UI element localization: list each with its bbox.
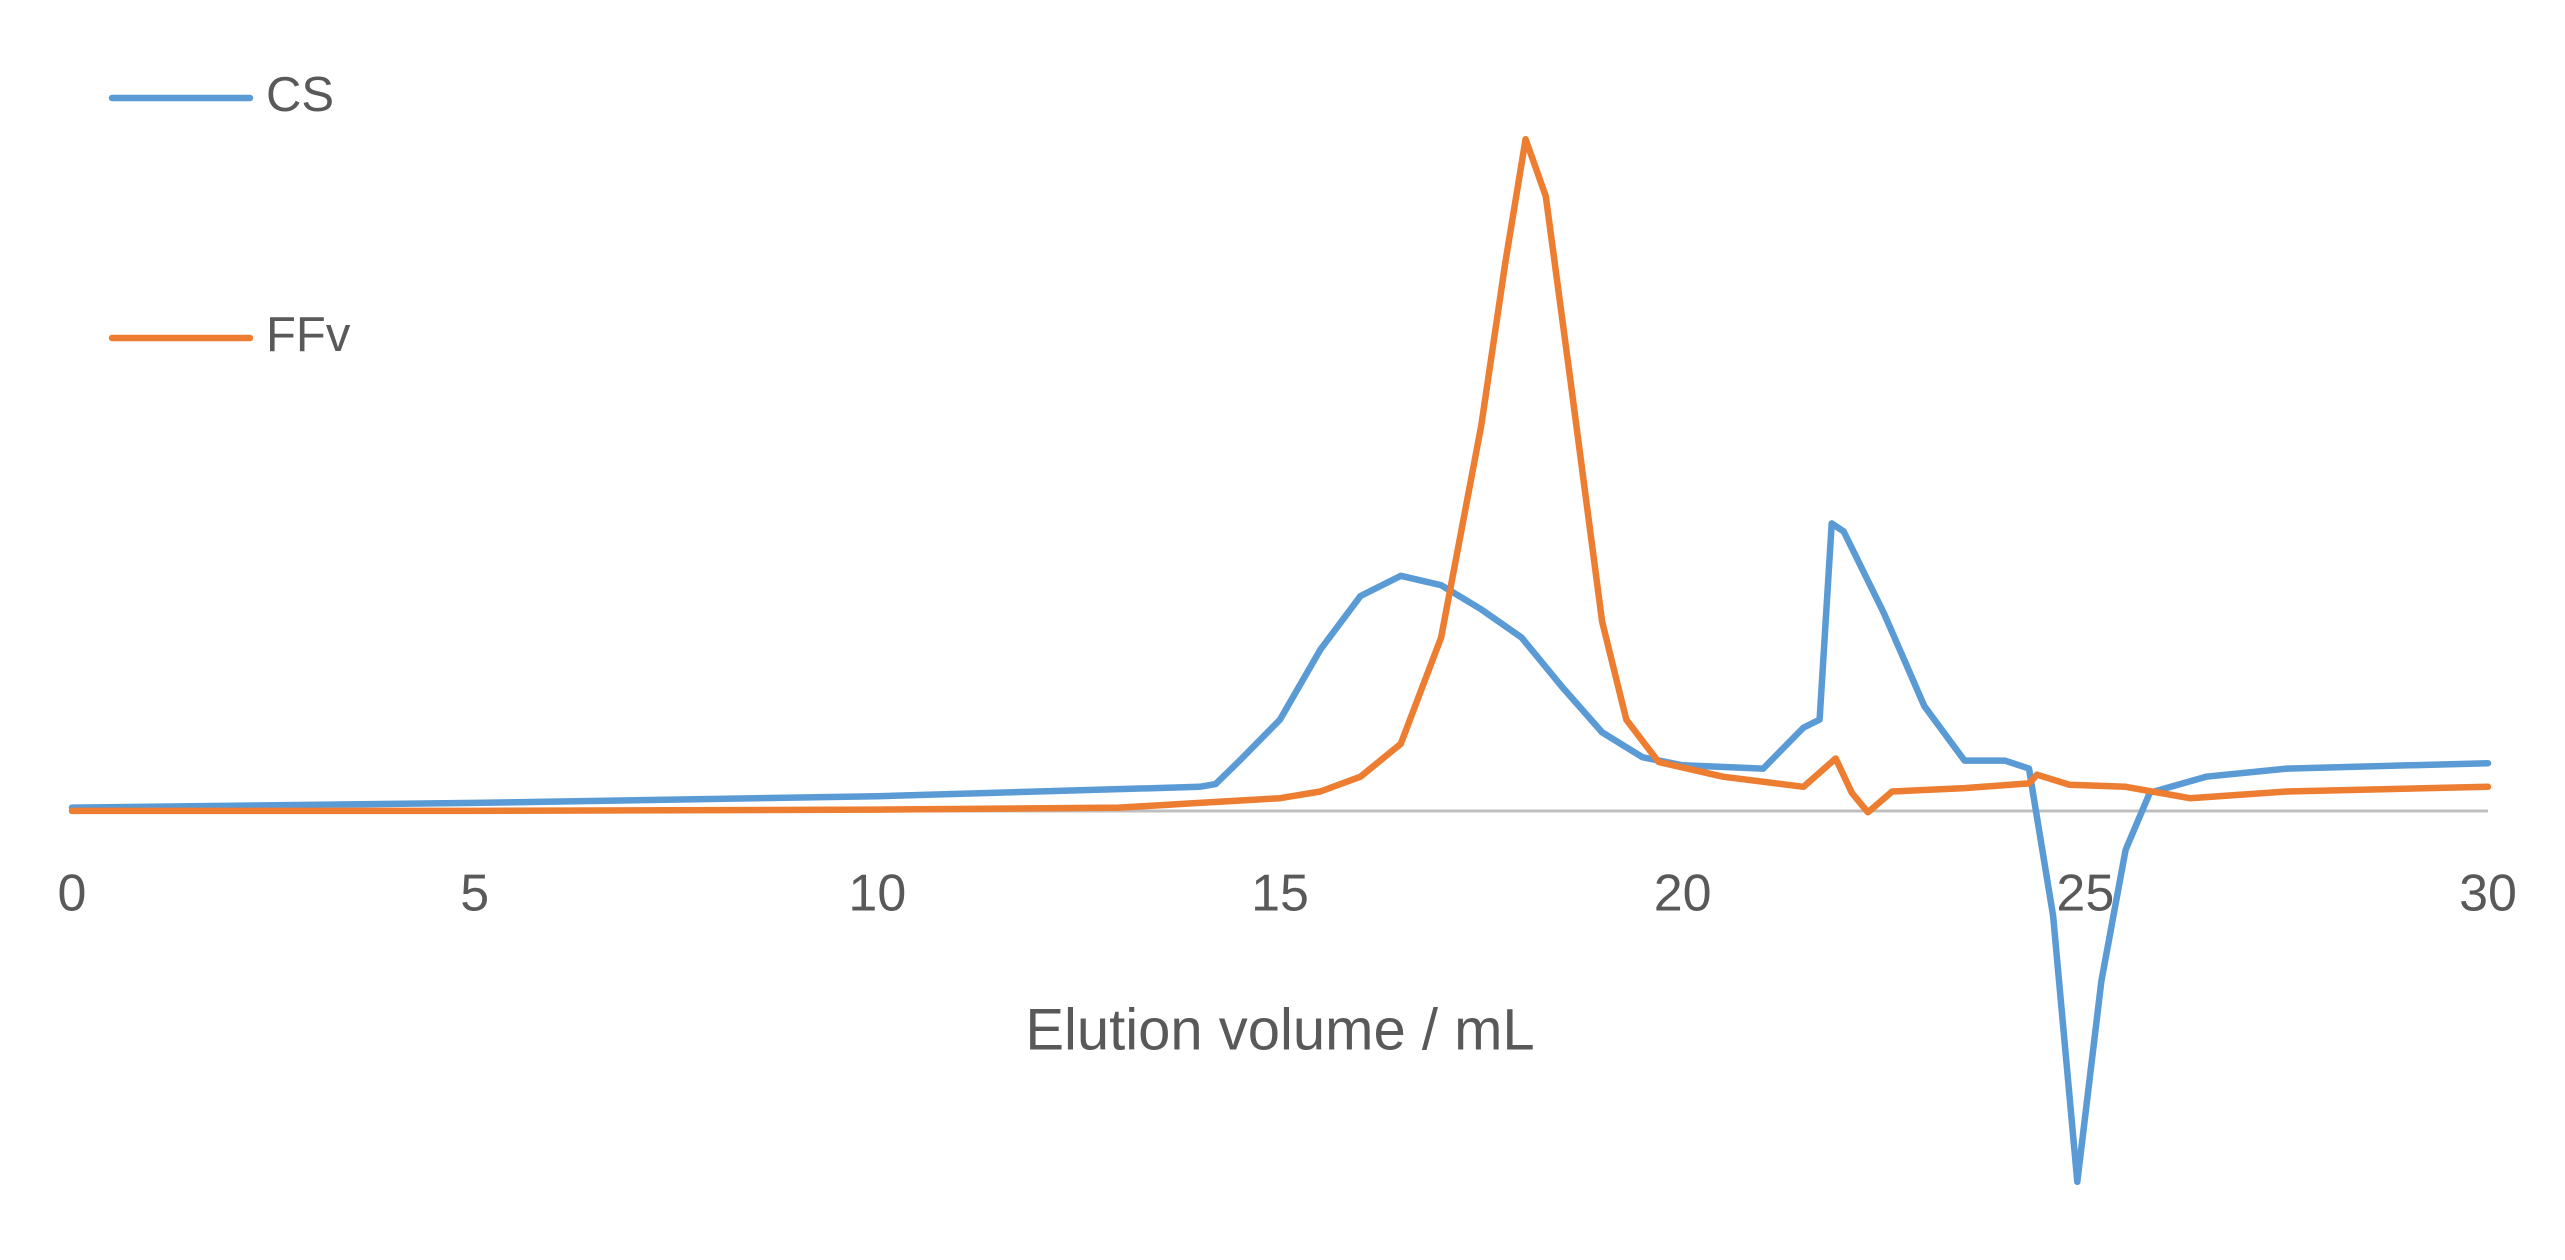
x-tick-label: 5 — [460, 865, 489, 923]
data-line — [68, 135, 2492, 816]
x-tick-label: 15 — [1251, 865, 1309, 923]
legend-label: CS — [266, 68, 334, 122]
x-tick-label: 20 — [1654, 865, 1712, 923]
x-tick-label: 10 — [848, 865, 906, 923]
data-line — [68, 520, 2492, 1186]
x-tick-label: 25 — [2056, 865, 2114, 923]
x-tick-label: 30 — [2459, 865, 2517, 923]
x-axis-title: Elution volume / mL — [1025, 997, 1534, 1062]
x-tick-label: 0 — [58, 865, 87, 923]
legend-label: FFv — [266, 308, 351, 362]
